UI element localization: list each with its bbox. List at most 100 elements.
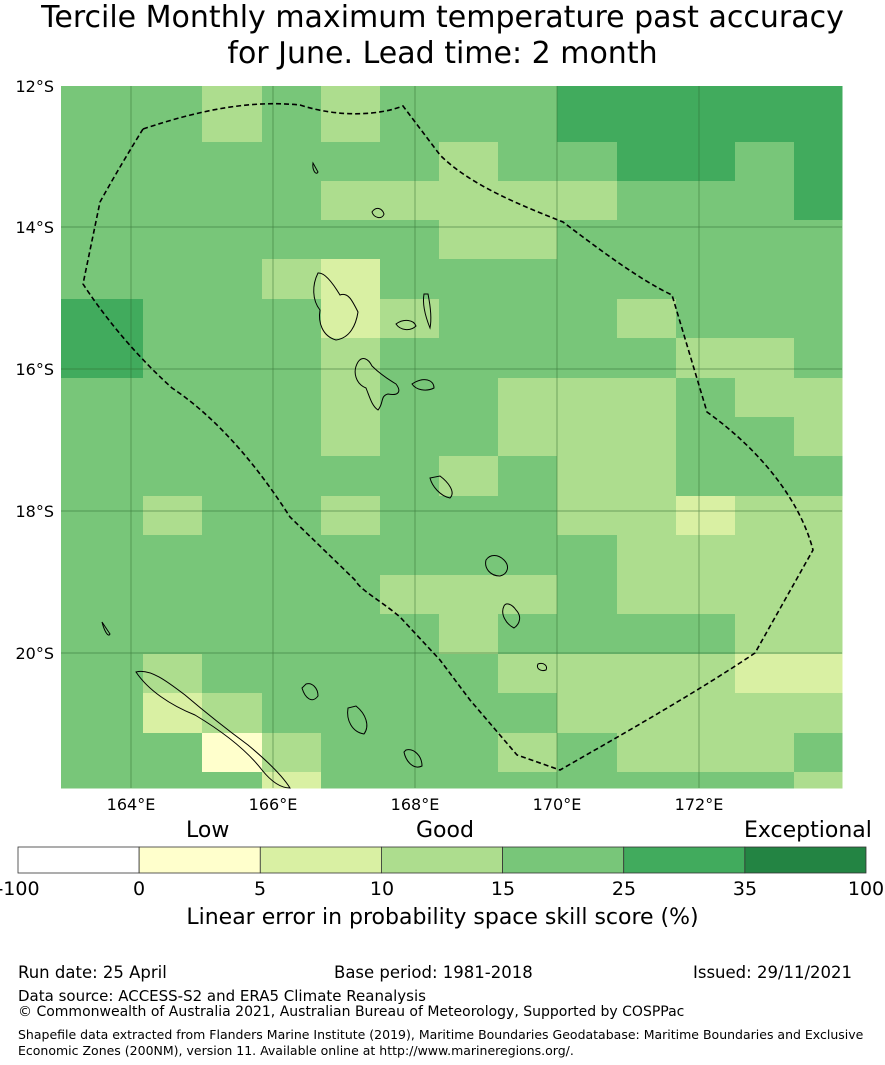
- skill-cell: [735, 496, 795, 536]
- skill-cell: [439, 378, 499, 418]
- skill-cell: [498, 417, 558, 457]
- skill-cell: [735, 86, 795, 143]
- skill-cell: [557, 614, 618, 655]
- skill-cell: [262, 496, 322, 536]
- skill-cell: [202, 299, 263, 339]
- skill-cell: [498, 496, 558, 536]
- skill-cell: [380, 378, 440, 418]
- skill-cell: [498, 259, 558, 300]
- skill-cell: [676, 378, 736, 418]
- skill-cell: [439, 614, 499, 655]
- skill-cell: [498, 86, 558, 143]
- skill-cell: [61, 259, 144, 300]
- skill-cell: [262, 181, 322, 221]
- skill-cell: [380, 181, 440, 221]
- skill-cell: [735, 181, 795, 221]
- skill-cell: [262, 338, 322, 379]
- colorbar-segment: [259, 846, 382, 874]
- skill-cell: [735, 259, 795, 300]
- skill-cell: [202, 142, 263, 182]
- skill-cell: [617, 142, 677, 182]
- skill-cell: [61, 299, 144, 339]
- skill-cell: [794, 733, 843, 773]
- skill-cell: [321, 456, 381, 497]
- skill-cell: [321, 496, 381, 536]
- skill-cell: [735, 535, 795, 576]
- skill-cell: [794, 181, 843, 221]
- skill-cell: [617, 496, 677, 536]
- skill-cell: [735, 417, 795, 457]
- skill-cell: [439, 456, 499, 497]
- skill-cell: [617, 417, 677, 457]
- skill-cell: [676, 338, 736, 379]
- lon-tick-label: 166°E: [249, 795, 298, 814]
- skill-cell: [498, 654, 558, 694]
- colorbar-tick-label: 15: [491, 878, 515, 900]
- hunter-island: [101, 621, 111, 636]
- run-date: Run date: 25 April: [18, 963, 167, 982]
- skill-map: 12°S 14°S 16°S 18°S 20°S 164°E 166°E 168…: [15, 77, 843, 814]
- map-title: Tercile Monthly maximum temperature past…: [0, 0, 885, 72]
- skill-cell: [557, 299, 618, 339]
- colorbar-tick-label: -100: [0, 878, 40, 900]
- erromango-island: [502, 603, 521, 629]
- skill-cell: [380, 259, 440, 300]
- skill-cell: [202, 733, 263, 773]
- espiritu-santo-island: [313, 272, 359, 341]
- colorbar-segment: [502, 846, 625, 874]
- skill-cell: [735, 693, 795, 734]
- skill-cell: [380, 338, 440, 379]
- skill-cell: [735, 299, 795, 339]
- skill-cell: [61, 535, 144, 576]
- skill-cell: [143, 456, 203, 497]
- skill-cell: [557, 496, 618, 536]
- skill-cell: [498, 693, 558, 734]
- skill-cell: [439, 772, 499, 789]
- skill-cell: [617, 378, 677, 418]
- skill-cell: [794, 614, 843, 655]
- skill-cell: [202, 417, 263, 457]
- skill-cell: [380, 220, 440, 260]
- skill-cell: [439, 733, 499, 773]
- colorbar-segments: [17, 846, 867, 874]
- skill-cell: [794, 693, 843, 734]
- skill-cell: [557, 654, 618, 694]
- skill-cell: [61, 772, 144, 789]
- lat-tick-label: 14°S: [15, 218, 54, 237]
- skill-cell: [735, 575, 795, 615]
- skill-cell: [61, 417, 144, 457]
- loyalty-island-1: [301, 683, 319, 701]
- lat-tick-labels: 12°S 14°S 16°S 18°S 20°S: [15, 77, 54, 663]
- skill-cell: [676, 654, 736, 694]
- skill-cell: [557, 772, 618, 789]
- skill-cell: [321, 142, 381, 182]
- issued-date: Issued: 29/11/2021: [693, 963, 853, 982]
- skill-cell: [439, 142, 499, 182]
- skill-cell: [676, 299, 736, 339]
- skill-cell: [61, 575, 144, 615]
- skill-cell: [202, 86, 263, 143]
- lon-tick-label: 170°E: [533, 795, 582, 814]
- skill-cell: [498, 338, 558, 379]
- skill-cell: [321, 299, 381, 339]
- skill-cell: [676, 220, 736, 260]
- skill-cell: [439, 338, 499, 379]
- title-line-1: Tercile Monthly maximum temperature past…: [41, 0, 844, 35]
- colorbar-tick-label: 35: [733, 878, 757, 900]
- skill-cell: [794, 86, 843, 143]
- skill-cell: [321, 417, 381, 457]
- skill-cell: [202, 456, 263, 497]
- lat-tick-label: 16°S: [15, 360, 54, 379]
- skill-cell: [202, 338, 263, 379]
- skill-cell: [202, 772, 263, 789]
- skill-cell: [617, 338, 677, 379]
- skill-cell: [61, 338, 144, 379]
- skill-cell: [321, 220, 381, 260]
- skill-cell: [262, 654, 322, 694]
- skill-cell: [262, 417, 322, 457]
- colorbar-tick-label: 0: [133, 878, 145, 900]
- skill-cell: [143, 181, 203, 221]
- skill-cell: [202, 378, 263, 418]
- skill-cell: [498, 299, 558, 339]
- lat-tick-label: 12°S: [15, 77, 54, 96]
